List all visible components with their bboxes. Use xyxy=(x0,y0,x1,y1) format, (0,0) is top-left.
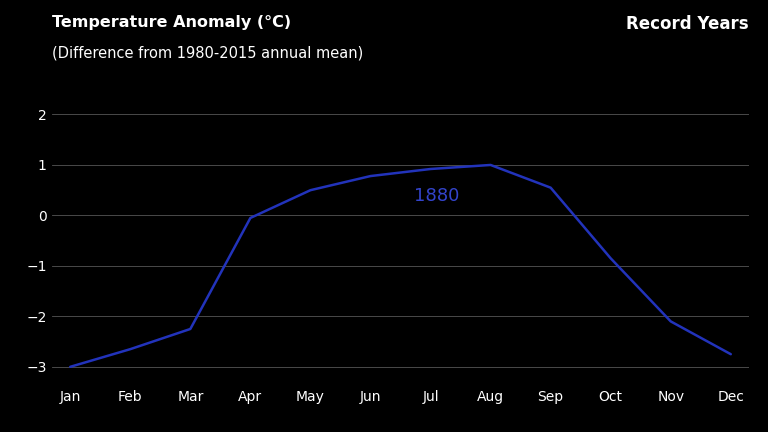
Text: (Difference from 1980-2015 annual mean): (Difference from 1980-2015 annual mean) xyxy=(52,45,363,60)
Text: Temperature Anomaly (°C): Temperature Anomaly (°C) xyxy=(52,15,291,30)
Text: 1880: 1880 xyxy=(414,187,459,205)
Text: Record Years: Record Years xyxy=(626,15,749,33)
